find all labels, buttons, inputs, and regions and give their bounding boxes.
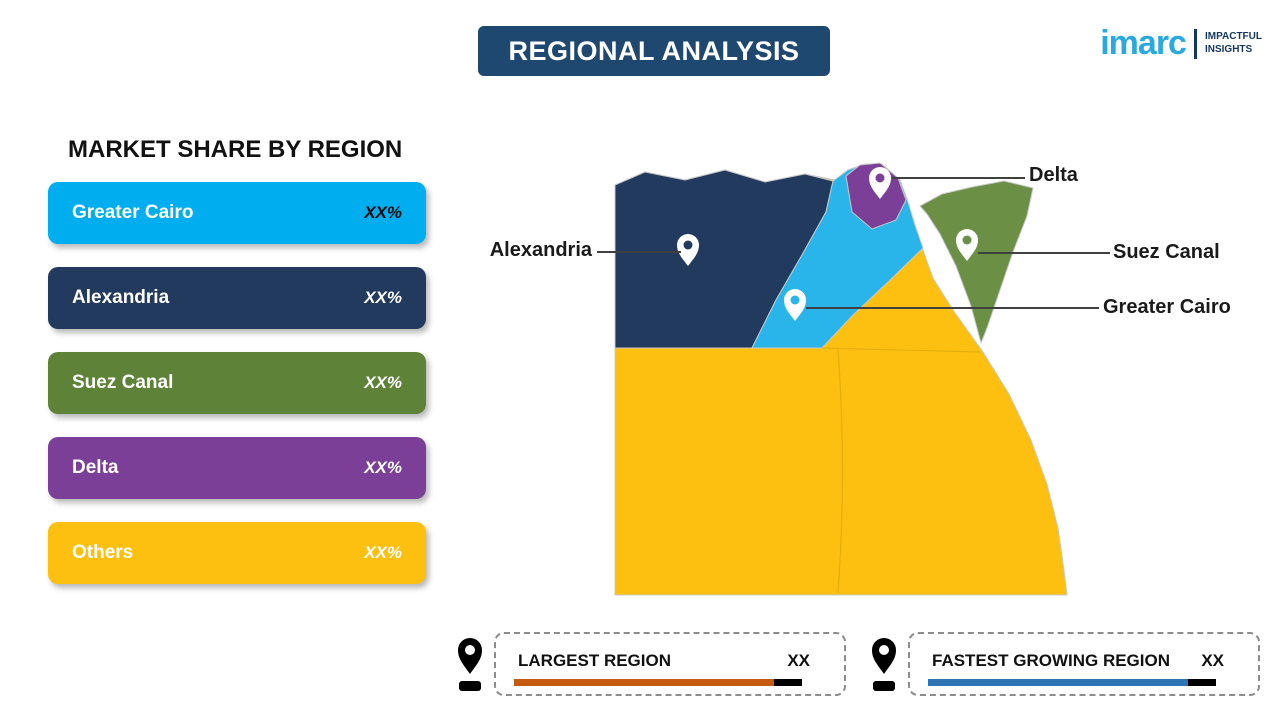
- logo-tagline-line2: INSIGHTS: [1204, 43, 1253, 55]
- legend-heading: MARKET SHARE BY REGION: [68, 136, 403, 163]
- pin-hole: [879, 645, 889, 655]
- logo-divider: [1193, 28, 1197, 59]
- callout-line-alexandria: [597, 251, 681, 253]
- pin-body: [677, 234, 699, 266]
- logo-brand-text: imarc: [1100, 24, 1187, 62]
- pin-base: [873, 681, 895, 691]
- region-suez-canal: [919, 180, 1034, 344]
- fastest-growing-region-box: FASTEST GROWING REGION XX: [908, 632, 1260, 696]
- fastest-growing-region-value: XX: [1201, 651, 1224, 670]
- legend-value: XX%: [364, 288, 402, 307]
- map-pin-greater-cairo: [784, 289, 806, 321]
- legend-bar-greater-cairo: Greater Cairo XX%: [48, 182, 426, 244]
- logo-tagline-line1: IMPACTFUL: [1204, 31, 1262, 42]
- pin-hole: [875, 173, 885, 183]
- region-delta: [845, 162, 907, 230]
- legend-bar-others: Others XX%: [48, 522, 426, 584]
- fastest-growing-region-label: FASTEST GROWING REGION: [932, 651, 1171, 670]
- map-pin-delta: [869, 167, 891, 199]
- imarc-logo: imarc IMPACTFUL INSIGHTS: [1100, 24, 1262, 63]
- meter-fill: [928, 679, 1188, 686]
- logo-tagline: IMPACTFUL INSIGHTS: [1205, 31, 1262, 56]
- callout-label-suez-canal: Suez Canal: [1113, 241, 1220, 263]
- callout-label-delta: Delta: [1029, 164, 1078, 186]
- callout-line-greater-cairo: [806, 307, 1099, 309]
- pin-hole: [683, 240, 693, 250]
- legend-label: Others: [72, 542, 134, 563]
- largest-region-value: XX: [787, 651, 810, 670]
- callout-label-alexandria: Alexandria: [489, 239, 592, 261]
- fastest-growing-region-meter: [928, 679, 1216, 686]
- map-pin-suez-canal: [956, 229, 978, 261]
- egypt-map: [614, 162, 1068, 596]
- callout-line-suez-canal: [978, 252, 1110, 254]
- legend: Greater Cairo XX% Alexandria XX% Suez Ca…: [48, 182, 426, 607]
- location-pin-icon: [872, 638, 896, 691]
- legend-label: Alexandria: [72, 287, 170, 308]
- pin-hole: [790, 295, 800, 305]
- legend-value: XX%: [364, 203, 402, 222]
- pin-body: [458, 638, 482, 674]
- pin-body: [956, 229, 978, 261]
- location-pin-icon: [458, 638, 482, 691]
- largest-region-box: LARGEST REGION XX: [494, 632, 846, 696]
- legend-bar-suez-canal: Suez Canal XX%: [48, 352, 426, 414]
- map-pin-alexandria: [677, 234, 699, 266]
- meter-fill: [514, 679, 774, 686]
- largest-region-meter: [514, 679, 802, 686]
- meter-cap: [1188, 679, 1216, 686]
- legend-value: XX%: [364, 373, 402, 392]
- legend-value: XX%: [364, 543, 402, 562]
- pin-hole: [465, 645, 475, 655]
- meter-cap: [774, 679, 802, 686]
- map-interior-border: [821, 347, 981, 353]
- pin-base: [459, 681, 481, 691]
- pin-body: [872, 638, 896, 674]
- pin-hole: [962, 235, 972, 245]
- page-title: REGIONAL ANALYSIS: [508, 35, 800, 66]
- legend-label: Delta: [72, 457, 119, 478]
- legend-bar-alexandria: Alexandria XX%: [48, 267, 426, 329]
- largest-region-label: LARGEST REGION: [518, 651, 672, 670]
- callout-label-greater-cairo: Greater Cairo: [1103, 296, 1231, 318]
- legend-bar-delta: Delta XX%: [48, 437, 426, 499]
- legend-label: Suez Canal: [72, 372, 174, 393]
- map-interior-border: [837, 349, 844, 594]
- pin-body: [869, 167, 891, 199]
- callout-line-delta: [892, 177, 1025, 179]
- page-title-banner: REGIONAL ANALYSIS: [478, 26, 830, 76]
- legend-label: Greater Cairo: [72, 202, 194, 223]
- pin-body: [784, 289, 806, 321]
- legend-value: XX%: [364, 458, 402, 477]
